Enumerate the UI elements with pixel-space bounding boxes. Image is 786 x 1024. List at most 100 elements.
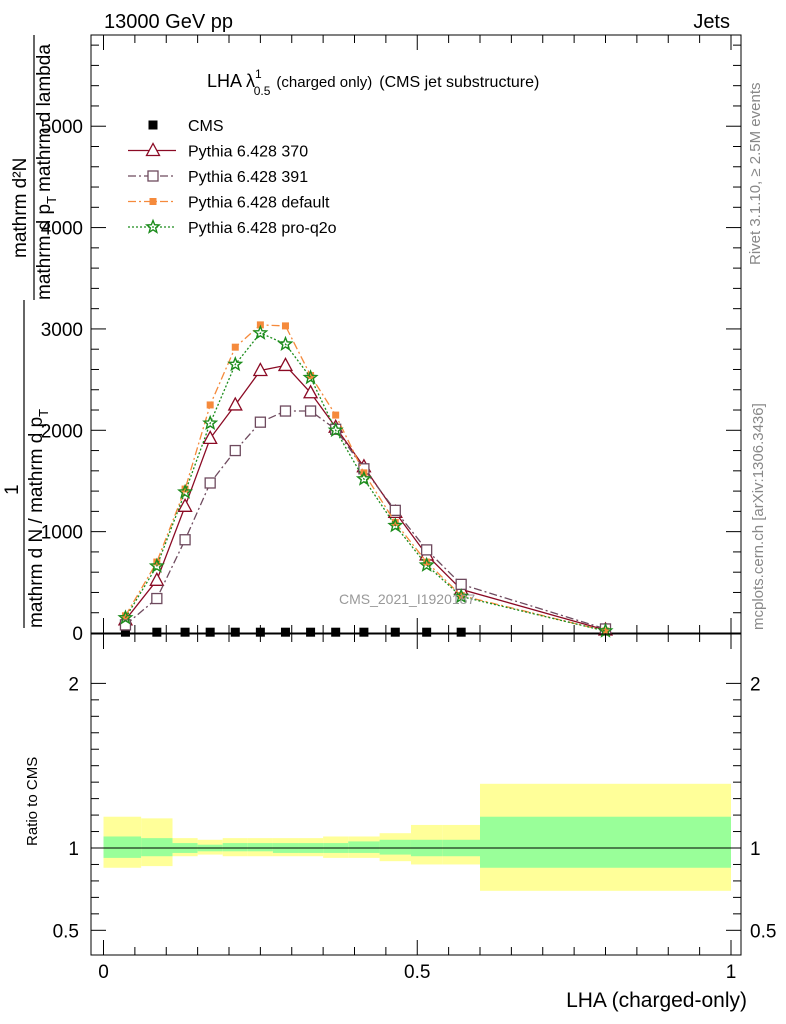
- ratio-ytick-label-right: 0.5: [750, 921, 776, 942]
- ylabel-top-den-text: mathrm d p: [34, 204, 55, 300]
- data-point: [359, 627, 369, 637]
- main-ytick-label: 3000: [41, 320, 83, 341]
- ylabel-top: mathrm d²N: [10, 158, 31, 258]
- data-point: [422, 627, 432, 637]
- legend-marker-shape: [147, 170, 159, 182]
- data-point-shape: [152, 627, 162, 637]
- data-point-shape: [331, 627, 341, 637]
- data-point: [277, 335, 294, 351]
- data-point-shape: [149, 571, 165, 586]
- data-point-shape: [389, 504, 401, 517]
- data-point: [227, 355, 244, 372]
- data-point-shape: [153, 558, 161, 566]
- data-point-shape: [457, 591, 465, 599]
- data-point-shape: [204, 477, 216, 489]
- data-point: [279, 405, 292, 417]
- data-point-shape: [202, 414, 219, 431]
- data-point: [332, 411, 340, 419]
- data-point-shape: [327, 421, 344, 438]
- data-point-shape: [117, 609, 134, 625]
- legend-marker-shape: [145, 142, 161, 157]
- ratio-ytick-label-right: 2: [750, 674, 761, 695]
- data-point-shape: [390, 627, 400, 637]
- ratio-band-green: [247, 843, 273, 852]
- ylabel-bottom-sub: T: [36, 409, 51, 417]
- legend-entry: Pythia 6.428 370: [128, 142, 308, 161]
- data-point: [202, 414, 219, 431]
- ratio-xtick-label: 0.5: [404, 962, 430, 983]
- legend-label: Pythia 6.428 pro-q2o: [188, 220, 337, 237]
- ylabel-top-den: mathrm d pTmathrm d lambda: [34, 44, 59, 300]
- legend-marker: [148, 120, 158, 130]
- data-point-shape: [422, 627, 432, 637]
- ratio-ylabel: Ratio to CMS: [24, 757, 41, 846]
- main-title-sub: 0.5: [254, 84, 271, 98]
- data-point: [252, 324, 269, 340]
- main-ticks: 0 1000 2000 3000 4000 5000: [41, 35, 741, 645]
- data-point-shape: [148, 557, 165, 573]
- main-title-suffix-small: (charged only): [276, 74, 372, 91]
- data-point: [302, 369, 319, 385]
- ratio-band-green: [141, 838, 173, 857]
- legend-marker: [149, 198, 157, 205]
- data-point-shape: [279, 405, 292, 417]
- data-point: [254, 416, 267, 428]
- main-ytick-label: 0: [72, 624, 83, 645]
- data-point: [307, 372, 315, 380]
- legend: CMS Pythia 6.428 370 Pythia 6.428 391 Pythi…: [128, 118, 337, 237]
- data-point: [602, 627, 609, 635]
- data-point-shape: [177, 483, 194, 499]
- data-point: [327, 421, 344, 438]
- rivet-label: Rivet 3.1.10, ≥ 2.5M events: [747, 83, 764, 266]
- main-title: LHA λ1 0.5 (charged only) (CMS jet substruc…: [207, 67, 539, 98]
- main-ytick-label: 1000: [41, 523, 83, 544]
- data-point-shape: [227, 355, 244, 372]
- data-point-shape: [229, 444, 241, 457]
- data-point-shape: [421, 544, 433, 556]
- ratio-band-green: [480, 816, 731, 868]
- data-point-shape: [277, 357, 294, 372]
- data-point-shape: [206, 401, 214, 409]
- data-point: [280, 627, 290, 637]
- data-point-shape: [255, 627, 265, 637]
- data-point: [153, 558, 161, 566]
- data-point-shape: [120, 627, 130, 637]
- data-point: [180, 627, 190, 637]
- legend-label: Pythia 6.428 370: [188, 144, 308, 161]
- main-ylabel: mathrm d²N mathrm d pTmathrm d lambda 1 …: [2, 35, 59, 628]
- data-point: [302, 384, 319, 399]
- legend-entry: Pythia 6.428 default: [128, 195, 330, 212]
- data-point-shape: [304, 405, 317, 417]
- data-point: [117, 609, 134, 625]
- data-point: [421, 544, 433, 556]
- main-title-suffix: (CMS jet substructure): [379, 74, 539, 91]
- legend-marker: [147, 170, 159, 182]
- data-point-shape: [387, 517, 404, 533]
- data-point-shape: [277, 335, 294, 351]
- data-point: [181, 485, 189, 493]
- data-point-shape: [423, 558, 431, 566]
- ratio-ticks: 0.5 0.5 1 1 2 2 0 0.5 1: [53, 634, 776, 983]
- data-point: [355, 470, 372, 486]
- series-0: [120, 627, 466, 637]
- data-point: [331, 627, 341, 637]
- header-right: Jets: [693, 11, 730, 33]
- ratio-xlabel: LHA (charged-only): [566, 989, 747, 1012]
- data-point: [255, 627, 265, 637]
- ratio-band-green: [348, 841, 380, 853]
- data-point: [456, 627, 466, 637]
- data-point-shape: [151, 592, 163, 605]
- ratio-xtick-label: 1: [726, 962, 737, 983]
- data-point: [206, 401, 214, 409]
- legend-label: Pythia 6.428 default: [188, 195, 330, 212]
- data-point: [453, 588, 470, 604]
- data-point: [252, 362, 268, 377]
- legend-marker-shape: [148, 120, 158, 130]
- data-point-shape: [252, 324, 269, 340]
- legend-marker-shape: [144, 218, 162, 234]
- main-frame: [90, 34, 742, 634]
- data-point: [120, 627, 130, 637]
- data-point: [121, 612, 129, 620]
